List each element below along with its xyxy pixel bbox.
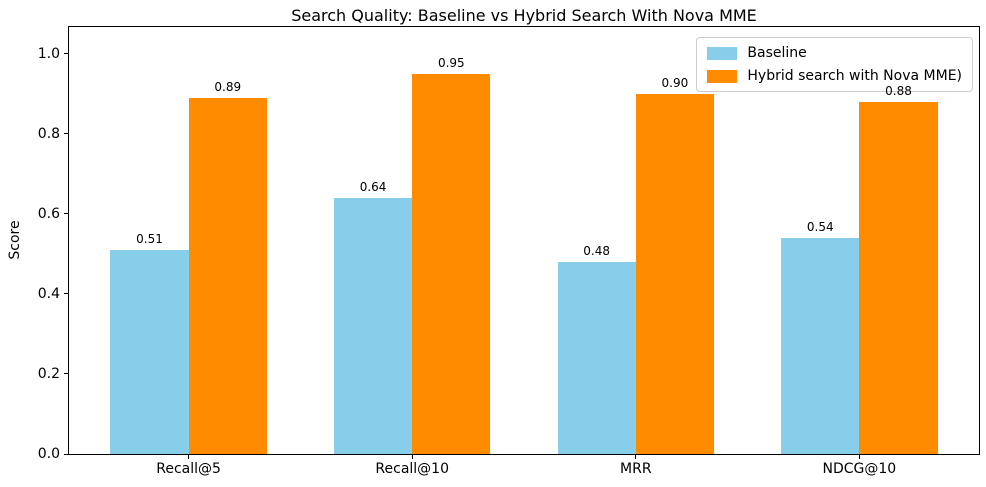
bar-value-label-hybrid-search-with-nova-mme-recall-5: 0.89 [214, 79, 242, 94]
x-tick-mark [411, 454, 413, 459]
bar-hybrid-search-with-nova-mme-ndcg-10 [859, 101, 938, 454]
y-tick-mark [64, 53, 69, 55]
x-tick-mark [858, 454, 860, 459]
y-tick-label: 0.0 [37, 446, 60, 462]
x-tick-label-mrr: MRR [620, 461, 652, 477]
bar-value-label-baseline-recall-5: 0.51 [136, 231, 163, 246]
x-tick-label-recall-10: Recall@10 [375, 461, 449, 477]
y-tick-label: 1.0 [37, 45, 60, 62]
bar-value-label-hybrid-search-with-nova-mme-mrr: 0.90 [661, 75, 689, 90]
y-axis-label: Score [7, 220, 23, 260]
bar-value-label-hybrid-search-with-nova-mme-ndcg-10: 0.88 [885, 83, 912, 98]
y-tick-mark [64, 213, 69, 215]
bar-value-label-baseline-ndcg-10: 0.54 [806, 219, 834, 234]
legend: Baseline Hybrid search with Nova MME) [696, 37, 973, 92]
legend-item-hybrid: Hybrid search with Nova MME) [707, 68, 962, 84]
legend-item-baseline: Baseline [707, 45, 962, 61]
y-tick-mark [64, 453, 69, 455]
y-tick-label: 0.4 [37, 285, 60, 302]
legend-swatch-hybrid [707, 69, 738, 83]
legend-swatch-baseline [707, 46, 738, 60]
x-tick-label-ndcg-10: NDCG@10 [822, 461, 897, 477]
y-tick-label: 0.8 [37, 125, 60, 142]
bar-baseline-recall-10 [333, 197, 413, 454]
bar-hybrid-search-with-nova-mme-recall-5 [188, 97, 267, 454]
bar-hybrid-search-with-nova-mme-recall-10 [412, 73, 491, 454]
bar-baseline-mrr [557, 261, 636, 454]
x-tick-mark [635, 454, 637, 459]
legend-label-hybrid: Hybrid search with Nova MME) [747, 68, 962, 84]
bar-value-label-baseline-mrr: 0.48 [583, 243, 611, 258]
y-tick-label: 0.6 [37, 205, 60, 222]
plot-area: Baseline Hybrid search with Nova MME) 0.… [38, 26, 980, 477]
legend-label-baseline: Baseline [747, 45, 807, 61]
bar-value-label-baseline-recall-10: 0.64 [359, 179, 387, 194]
bar-hybrid-search-with-nova-mme-mrr [635, 93, 715, 454]
chart-title: Search Quality: Baseline vs Hybrid Searc… [291, 6, 757, 25]
bar-value-label-hybrid-search-with-nova-mme-recall-10: 0.95 [437, 55, 465, 70]
y-tick-mark [64, 373, 69, 375]
y-tick-mark [64, 293, 69, 295]
bar-baseline-recall-5 [110, 249, 189, 454]
y-tick-mark [64, 133, 69, 135]
x-tick-mark [188, 454, 190, 459]
x-tick-label-recall-5: Recall@5 [156, 461, 221, 477]
bar-baseline-ndcg-10 [781, 237, 860, 454]
y-tick-label: 0.2 [37, 365, 60, 382]
